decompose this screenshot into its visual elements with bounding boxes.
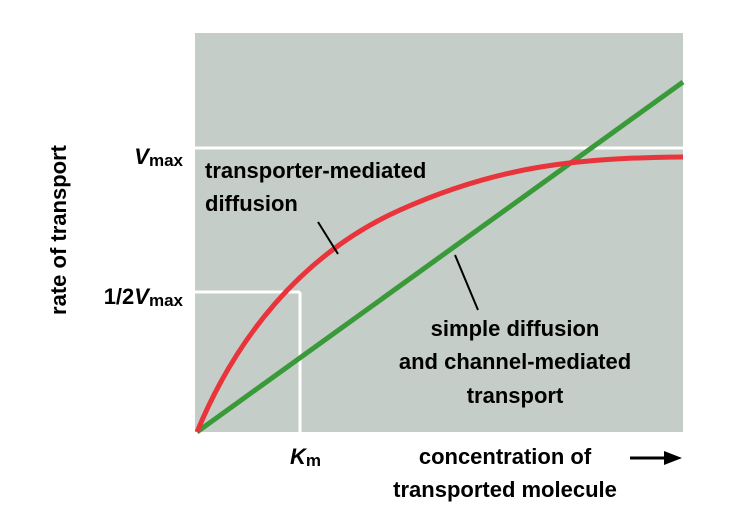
curve-label: simple diffusion	[431, 316, 600, 341]
km-label: Km	[290, 444, 321, 471]
subscript: m	[306, 451, 321, 470]
leader-line	[317, 221, 339, 255]
x-axis-label: concentration of	[419, 444, 592, 469]
symbol: V	[134, 144, 151, 169]
symbol: V	[134, 284, 151, 309]
transporter-curve	[194, 154, 684, 433]
leader-line	[454, 254, 479, 311]
prefix: 1/2	[104, 284, 135, 309]
simple-diffusion-line	[195, 79, 685, 435]
subscript: max	[149, 151, 184, 170]
curve-label: and channel-mediated	[399, 349, 631, 374]
arrow-head	[664, 451, 682, 465]
plot-panel	[195, 33, 683, 432]
symbol: K	[290, 444, 308, 469]
curve-label: diffusion	[205, 191, 298, 216]
vmax-label: Vmax	[134, 144, 183, 171]
x-axis-label: transported molecule	[393, 477, 617, 502]
subscript: max	[149, 291, 184, 310]
half-vmax-label: 1/2Vmax	[104, 284, 184, 311]
y-axis-label: rate of transport	[46, 144, 71, 315]
curve-label: transporter-mediated	[205, 158, 426, 183]
curve-label: transport	[467, 383, 564, 408]
